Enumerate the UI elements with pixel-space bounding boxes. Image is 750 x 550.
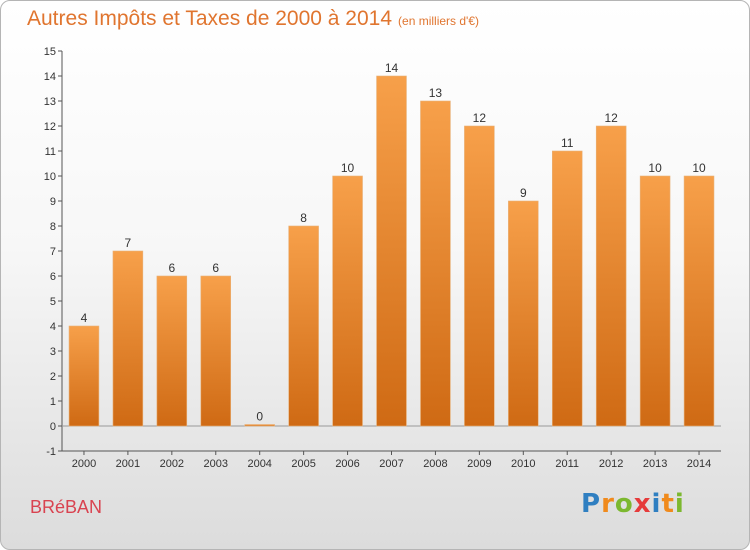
y-tick-label: 11	[45, 146, 56, 158]
y-tick-label: -1	[46, 446, 56, 458]
bar	[551, 150, 583, 427]
data-label: 11	[561, 136, 574, 150]
y-tick-label: 1	[50, 396, 56, 408]
y-tick-label: 3	[50, 346, 56, 358]
x-tick-label: 2003	[204, 458, 228, 470]
y-tick-label: 6	[50, 271, 56, 283]
logo-letter: o	[614, 489, 634, 519]
bar	[112, 250, 144, 427]
data-label: 12	[604, 111, 618, 125]
y-tick-label: 10	[44, 171, 56, 183]
logo-letter: i	[674, 489, 685, 519]
x-tick-label: 2008	[423, 458, 447, 470]
proxiti-logo: Proxiti	[581, 489, 685, 519]
bar	[639, 175, 671, 427]
bar	[68, 325, 100, 427]
y-tick-label: 2	[50, 371, 56, 383]
bar	[288, 225, 319, 427]
x-tick-label: 2000	[72, 458, 96, 470]
data-label: 8	[300, 211, 307, 225]
bar	[595, 125, 627, 427]
data-label: 12	[473, 111, 487, 125]
x-tick-label: 2014	[687, 458, 711, 470]
data-label: 10	[648, 161, 662, 175]
commune-name: BRéBAN	[30, 497, 103, 517]
y-tick-label: 7	[50, 246, 56, 258]
bar	[156, 275, 188, 427]
bar	[200, 275, 232, 427]
x-tick-label: 2002	[160, 458, 184, 470]
logo-letter: i	[651, 489, 662, 519]
chart-title-text: Autres Impôts et Taxes de 2000 à 2014	[27, 7, 393, 30]
data-label: 4	[81, 311, 88, 325]
x-tick-label: 2009	[467, 458, 491, 470]
data-label: 10	[341, 161, 355, 175]
data-label: 6	[212, 261, 219, 275]
x-tick-label: 2013	[643, 458, 667, 470]
x-tick-label: 2001	[116, 458, 140, 470]
data-label: 7	[125, 236, 132, 250]
y-tick-label: 8	[50, 221, 56, 233]
x-tick-label: 2007	[379, 458, 403, 470]
x-tick-label: 2005	[291, 458, 315, 470]
x-tick-label: 2006	[335, 458, 359, 470]
bar	[244, 424, 275, 427]
y-tick-label: 9	[50, 196, 56, 208]
data-label: 10	[692, 161, 706, 175]
bar	[376, 75, 407, 427]
logo-letter: P	[581, 489, 602, 519]
y-tick-label: 14	[44, 71, 56, 83]
y-tick-label: 12	[44, 121, 56, 133]
data-label: 0	[256, 410, 263, 424]
bar	[508, 200, 539, 427]
x-tick-label: 2011	[555, 458, 579, 470]
bar	[332, 175, 363, 427]
y-tick-label: 4	[50, 321, 56, 333]
data-label: 9	[520, 186, 527, 200]
chart-title-unit: (en milliers d'€)	[398, 14, 480, 28]
data-label: 14	[385, 61, 399, 75]
logo-letter: r	[601, 489, 615, 519]
y-tick-label: 0	[50, 421, 56, 433]
logo-letter: t	[661, 489, 675, 519]
y-tick-label: 13	[44, 96, 56, 108]
x-tick-label: 2012	[599, 458, 623, 470]
chart-title: Autres Impôts et Taxes de 2000 à 2014 (en…	[27, 7, 479, 31]
data-label: 13	[429, 86, 443, 100]
y-tick-label: 15	[44, 46, 56, 58]
x-tick-label: 2010	[511, 458, 535, 470]
bar	[464, 125, 495, 427]
logo-letter: x	[633, 489, 652, 519]
bar	[420, 100, 451, 427]
chart-data-labels: 4 7 6 6 0 8 10 14 13 12 9 11 12 10 10	[81, 61, 706, 424]
x-tick-label: 2004	[247, 458, 271, 470]
bar	[683, 175, 715, 427]
y-tick-label: 5	[50, 296, 56, 308]
data-label: 6	[168, 261, 175, 275]
chart-bars	[68, 75, 715, 427]
